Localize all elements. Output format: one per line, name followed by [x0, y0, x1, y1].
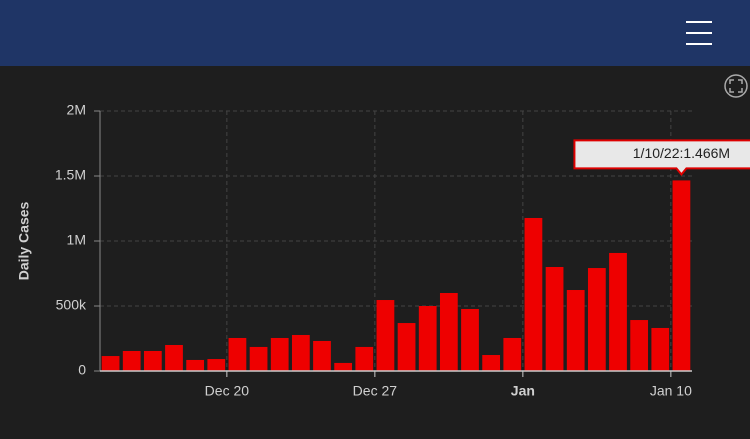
x-tick-label: Jan — [511, 383, 535, 399]
bar — [228, 337, 247, 371]
y-tick-label: 1.5M — [55, 167, 86, 183]
y-tick-label: 1M — [67, 232, 86, 248]
x-tick-label: Dec 20 — [205, 383, 250, 399]
tooltip-box — [573, 139, 750, 176]
bar — [482, 355, 501, 371]
y-tick-label: 500k — [56, 297, 87, 313]
y-axis-title: Daily Cases — [16, 201, 32, 280]
bar — [545, 267, 564, 371]
bar — [397, 323, 416, 371]
bar — [186, 359, 205, 371]
bar — [503, 337, 522, 371]
bar — [291, 334, 310, 371]
bar — [165, 345, 183, 371]
bar — [122, 350, 141, 371]
bar — [418, 306, 437, 371]
tooltip: 1/10/22:1.466M — [573, 139, 750, 176]
y-tick-label: 0 — [78, 362, 86, 378]
bar — [355, 346, 374, 371]
bar — [566, 290, 585, 371]
bar — [524, 217, 543, 371]
expand-circle — [724, 74, 748, 98]
bar — [270, 337, 289, 371]
bar — [587, 268, 606, 371]
bar — [376, 300, 395, 371]
bar — [630, 320, 649, 371]
bar — [609, 252, 627, 371]
bar — [207, 359, 226, 371]
tooltip-text: 1/10/22:1.466M — [633, 145, 730, 161]
bar — [461, 308, 479, 371]
bar — [334, 362, 353, 371]
x-tick-label: Dec 27 — [353, 383, 398, 399]
bar — [249, 346, 268, 371]
bar — [313, 340, 331, 371]
expand-icon[interactable] — [724, 74, 748, 98]
bar — [672, 180, 691, 371]
header-bar — [0, 0, 750, 66]
expand-arrows — [729, 79, 743, 93]
y-tick-label: 2M — [67, 102, 86, 118]
bar — [143, 350, 162, 371]
bar — [651, 327, 670, 371]
bar — [101, 356, 120, 371]
x-tick-label: Jan 10 — [650, 383, 692, 399]
menu-icon[interactable] — [686, 21, 712, 45]
bar — [439, 293, 458, 371]
